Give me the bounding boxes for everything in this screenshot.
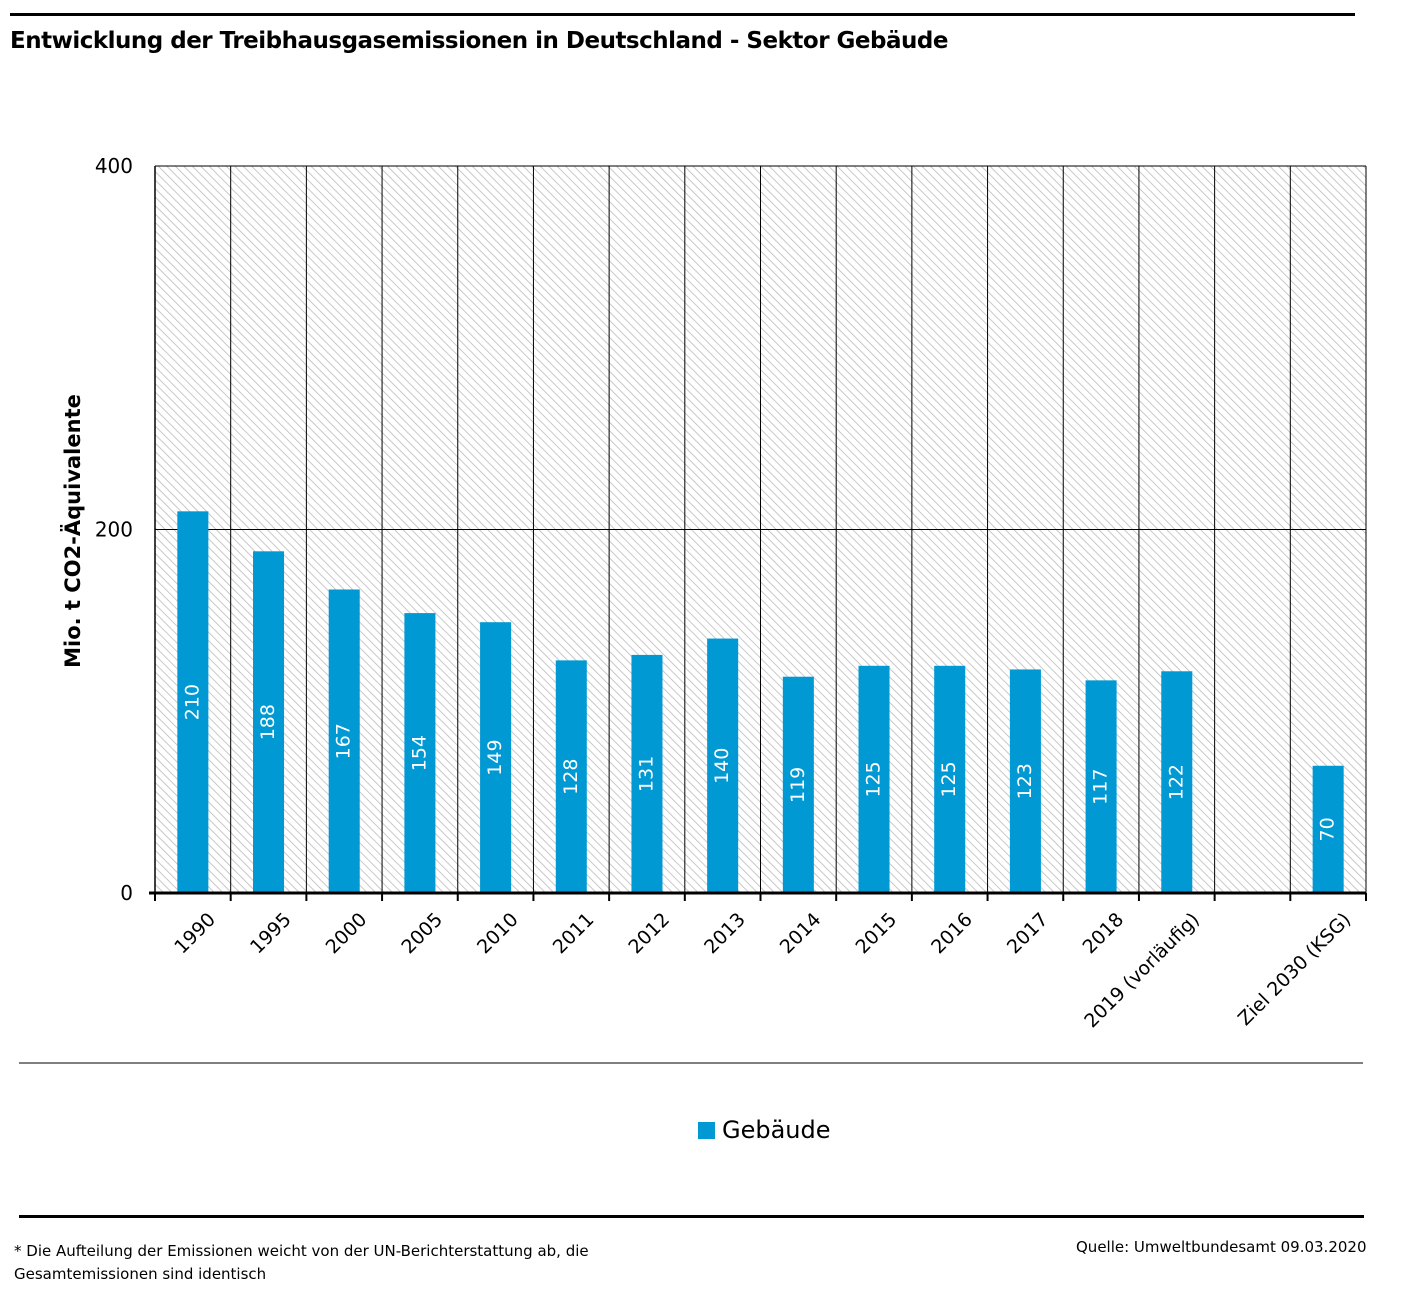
bar [934, 665, 966, 893]
bar-value-label: 122 [1165, 764, 1187, 800]
y-tick-label: 200 [95, 518, 133, 542]
bar-value-label: 117 [1090, 769, 1112, 805]
bar [177, 511, 209, 893]
bar-value-label: 70 [1317, 817, 1339, 841]
x-tick-label: 2014 [776, 909, 826, 959]
footnote: * Die Aufteilung der Emissionen weicht v… [14, 1242, 589, 1283]
bar [328, 589, 360, 893]
top-rule [10, 13, 1355, 16]
bar-value-label: 154 [408, 735, 430, 771]
legend-swatch-gebaeude [698, 1121, 715, 1139]
x-tick-label: 2013 [700, 909, 750, 959]
bar-value-label: 128 [560, 759, 582, 795]
bar [858, 665, 890, 893]
bar [253, 551, 285, 893]
bar-value-label: 125 [938, 761, 960, 797]
bar-value-label: 167 [333, 723, 355, 759]
x-tick-label: 2017 [1003, 909, 1053, 959]
bar [1009, 669, 1041, 893]
source-note: Quelle: Umweltbundesamt 09.03.2020 [1076, 1238, 1367, 1256]
x-tick-label: 2005 [397, 909, 447, 959]
footer-rule [19, 1215, 1364, 1218]
bar-value-label: 188 [257, 704, 279, 740]
y-axis-label: Mio. t CO2-Äquivalente [60, 394, 85, 668]
x-tick-label: 1990 [170, 909, 220, 959]
bar-value-label: 210 [181, 684, 203, 720]
x-ticks: 1990 1995 2000 2005 2010 2011 2012 2013 2014 2015… [170, 909, 1355, 1033]
bar-value-label: 140 [711, 748, 733, 784]
bar [707, 638, 739, 893]
x-tick-label: 2011 [549, 909, 599, 959]
bar-value-label: 123 [1014, 763, 1036, 799]
chart: 210 188 167 154 149 128 131 140 119 125 125 123 117 1… [19, 154, 1367, 1064]
x-tick-label: 2000 [322, 909, 372, 959]
chart-title: Entwicklung der Treibhausgasemissionen i… [10, 28, 948, 54]
bar [404, 613, 436, 893]
y-ticks: 0 200 400 [95, 154, 133, 905]
x-tick-label: 2012 [624, 909, 674, 959]
bar-value-label: 125 [863, 761, 885, 797]
x-tick-label: 1995 [246, 909, 296, 959]
bar [480, 622, 512, 893]
axes [149, 166, 1367, 901]
bar [1161, 671, 1193, 893]
bar-value-label: 131 [635, 756, 657, 792]
bar [1312, 765, 1344, 893]
bar-value-label: 149 [484, 739, 506, 775]
y-tick-label: 400 [95, 154, 133, 178]
bar [1085, 680, 1117, 893]
legend: Gebäude [698, 1116, 831, 1144]
bar-value-label: 119 [787, 767, 809, 803]
x-tick-label: 2018 [1078, 909, 1128, 959]
y-tick-label: 0 [120, 881, 133, 905]
legend-label-gebaeude: Gebäude [722, 1116, 831, 1144]
x-tick-label: 2010 [473, 909, 523, 959]
bars: 210 188 167 154 149 128 131 140 119 125 125 123 117 1… [177, 511, 1344, 893]
bar [782, 676, 814, 893]
x-tick-label: 2016 [927, 909, 977, 959]
x-tick-label: Ziel 2030 (KSG) [1234, 909, 1355, 1030]
x-tick-label: 2015 [851, 909, 901, 959]
bar [555, 660, 587, 893]
bar [631, 654, 663, 893]
